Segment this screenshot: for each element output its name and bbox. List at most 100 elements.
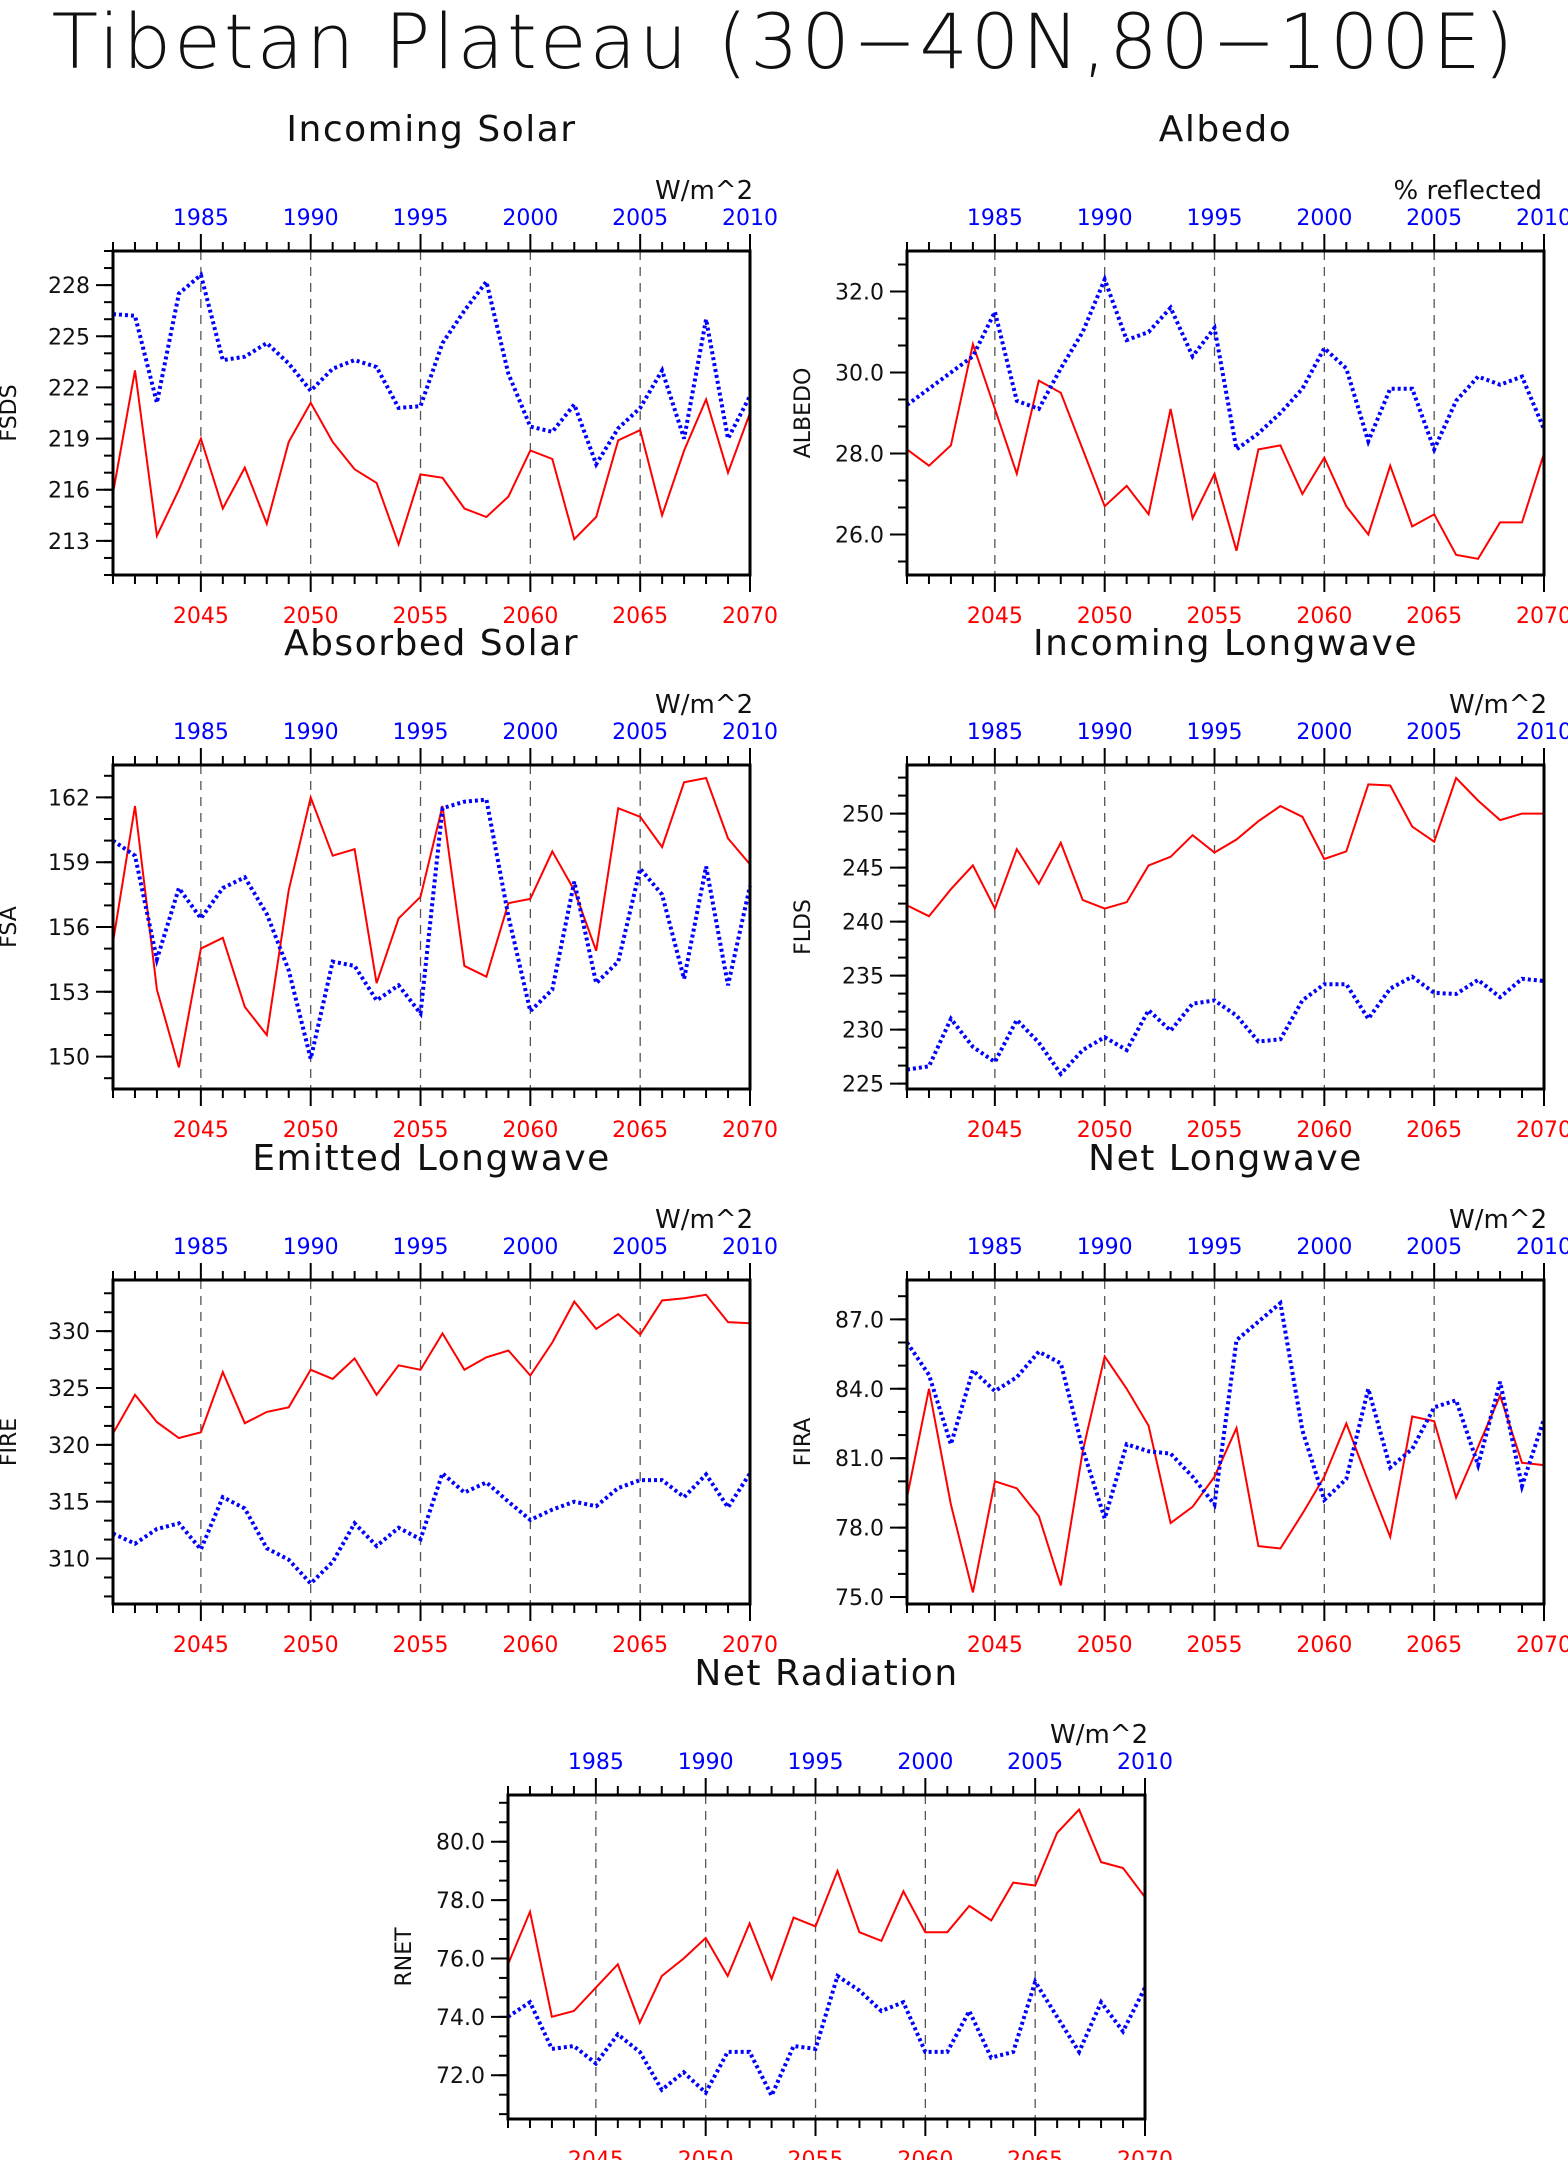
x-tick-label-bottom: 2070 xyxy=(1516,1633,1568,1658)
y-tick-label: 225 xyxy=(48,325,90,350)
x-tick-label-top: 2005 xyxy=(612,720,668,745)
x-tick-label-bottom: 2050 xyxy=(1077,1118,1133,1143)
x-tick-label-top: 2000 xyxy=(1296,206,1352,231)
y-tick-label: 78.0 xyxy=(835,1517,884,1542)
y-tick-label: 213 xyxy=(48,530,90,555)
chart-title: Emitted Longwave xyxy=(252,1138,611,1179)
series-line-future xyxy=(906,1353,1545,1593)
y-tick-label: 32.0 xyxy=(835,281,884,306)
x-tick-label-top: 1985 xyxy=(173,206,229,231)
x-tick-label-bottom: 2050 xyxy=(678,2148,734,2160)
y-tick-label: 315 xyxy=(48,1491,90,1516)
y-tick-label: 87.0 xyxy=(835,1308,884,1333)
x-tick-label-top: 1995 xyxy=(393,720,449,745)
x-tick-label-top: 2005 xyxy=(612,206,668,231)
x-tick-label-bottom: 2070 xyxy=(1516,1118,1568,1143)
y-tick-label: 72.0 xyxy=(436,2064,485,2089)
series-line-historical xyxy=(905,273,1546,455)
plot-frame xyxy=(111,249,752,577)
x-tick-label-bottom: 2070 xyxy=(1516,604,1568,629)
x-tick-label-bottom: 2070 xyxy=(722,1633,778,1658)
x-tick-label-top: 1985 xyxy=(568,1750,624,1775)
chart-panel-1: Incoming Solar W/m^2 FSDS 2045 2050 2055 2060 2… xyxy=(0,109,778,629)
units-label: W/m^2 xyxy=(1449,1205,1547,1235)
series-line-historical xyxy=(112,271,752,469)
x-tick-label-bottom: 2065 xyxy=(612,1118,668,1143)
x-tick-label-top: 2010 xyxy=(722,720,778,745)
y-axis-label: ALBEDO xyxy=(791,368,816,459)
y-tick-label: 330 xyxy=(48,1320,90,1345)
x-tick-label-bottom: 2055 xyxy=(393,1118,449,1143)
x-tick-label-top: 2005 xyxy=(1406,720,1462,745)
x-tick-label-top: 2000 xyxy=(1296,1235,1352,1260)
y-tick-label: 250 xyxy=(842,803,884,828)
x-tick-label-bottom: 2045 xyxy=(173,1633,229,1658)
x-tick-label-bottom: 2065 xyxy=(1007,2148,1063,2160)
y-tick-label: 84.0 xyxy=(835,1378,884,1403)
x-tick-label-bottom: 2045 xyxy=(173,1118,229,1143)
x-tick-label-top: 2010 xyxy=(722,206,778,231)
chart-title: Incoming Longwave xyxy=(1033,623,1418,664)
y-tick-label: 75.0 xyxy=(835,1586,884,1611)
y-tick-label: 150 xyxy=(48,1046,90,1071)
y-tick-label: 76.0 xyxy=(436,1947,485,1972)
x-tick-label-bottom: 2050 xyxy=(1077,1633,1133,1658)
x-tick-label-bottom: 2065 xyxy=(612,1633,668,1658)
y-tick-label: 78.0 xyxy=(436,1889,485,1914)
x-tick-label-bottom: 2055 xyxy=(1187,1118,1243,1143)
x-tick-label-top: 1990 xyxy=(283,206,339,231)
x-tick-label-top: 2010 xyxy=(1516,206,1568,231)
x-tick-label-top: 2000 xyxy=(897,1750,953,1775)
x-tick-label-bottom: 2065 xyxy=(1406,604,1462,629)
y-tick-label: 153 xyxy=(48,981,90,1006)
x-tick-label-bottom: 2045 xyxy=(568,2148,624,2160)
y-tick-label: 26.0 xyxy=(835,524,884,549)
series-line-future xyxy=(507,1807,1146,2026)
x-tick-label-top: 2005 xyxy=(1007,1750,1063,1775)
series-line-historical xyxy=(112,1469,752,1587)
chart-panel-3: Absorbed Solar W/m^2 FSA 2045 2050 2055 2060 20… xyxy=(0,623,778,1143)
y-axis-label: FLDS xyxy=(791,899,816,955)
y-axis-label: RNET xyxy=(392,1927,417,1987)
series-line-future xyxy=(112,776,751,1068)
y-tick-label: 81.0 xyxy=(835,1447,884,1472)
x-tick-label-top: 2010 xyxy=(722,1235,778,1260)
x-tick-label-bottom: 2055 xyxy=(1187,604,1243,629)
x-tick-label-top: 2010 xyxy=(1516,1235,1568,1260)
y-tick-label: 219 xyxy=(48,428,90,453)
series-line-future xyxy=(112,370,751,548)
x-tick-label-bottom: 2055 xyxy=(393,604,449,629)
x-tick-label-bottom: 2060 xyxy=(897,2148,953,2160)
series-line-future xyxy=(112,1293,751,1440)
series-line-historical xyxy=(111,797,752,1060)
y-tick-label: 310 xyxy=(48,1548,90,1573)
x-tick-label-top: 2000 xyxy=(1296,720,1352,745)
x-tick-label-top: 1985 xyxy=(967,720,1023,745)
chart-panel-6: Net Longwave W/m^2 FIRA 2045 2050 2055 2060 206… xyxy=(791,1138,1568,1658)
x-tick-label-bottom: 2050 xyxy=(1077,604,1133,629)
x-tick-label-top: 1985 xyxy=(173,1235,229,1260)
x-tick-label-bottom: 2070 xyxy=(722,604,778,629)
units-label: W/m^2 xyxy=(655,1205,753,1235)
x-tick-label-top: 1995 xyxy=(393,206,449,231)
series-line-future xyxy=(906,340,1545,560)
y-tick-label: 235 xyxy=(842,965,884,990)
y-tick-label: 216 xyxy=(48,479,90,504)
units-label: W/m^2 xyxy=(1449,690,1547,720)
x-tick-label-bottom: 2055 xyxy=(393,1633,449,1658)
x-tick-label-bottom: 2045 xyxy=(967,604,1023,629)
x-tick-label-top: 1985 xyxy=(967,206,1023,231)
x-tick-label-bottom: 2065 xyxy=(1406,1118,1462,1143)
x-tick-label-top: 1990 xyxy=(283,1235,339,1260)
chart-panel-4: Incoming Longwave W/m^2 FLDS 2045 2050 2055 20… xyxy=(791,623,1568,1143)
series-line-historical xyxy=(906,974,1545,1078)
x-tick-label-top: 2005 xyxy=(612,1235,668,1260)
x-tick-label-top: 2010 xyxy=(1516,720,1568,745)
x-tick-label-top: 1995 xyxy=(1187,1235,1243,1260)
x-tick-label-bottom: 2050 xyxy=(283,1118,339,1143)
x-tick-label-bottom: 2045 xyxy=(967,1633,1023,1658)
chart-panel-5: Emitted Longwave W/m^2 FIRE 2045 2050 2055 206… xyxy=(0,1138,778,1658)
x-tick-label-bottom: 2060 xyxy=(502,604,558,629)
